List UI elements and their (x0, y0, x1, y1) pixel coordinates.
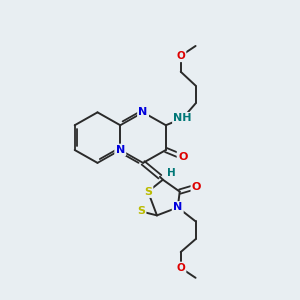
Text: O: O (176, 263, 185, 273)
Text: O: O (176, 51, 185, 61)
Text: S: S (144, 187, 152, 196)
Text: NH: NH (173, 113, 192, 123)
Text: N: N (138, 107, 148, 117)
Text: H: H (167, 168, 176, 178)
Text: O: O (192, 182, 201, 192)
Text: N: N (173, 202, 182, 212)
Text: N: N (116, 145, 125, 155)
Text: S: S (137, 206, 145, 216)
Text: O: O (178, 152, 188, 162)
